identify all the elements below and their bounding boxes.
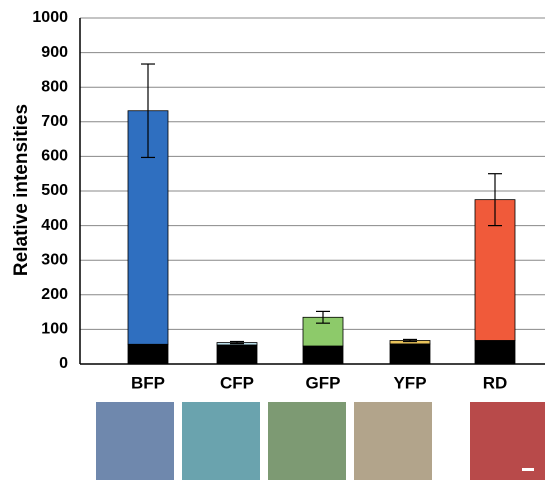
bar-segment xyxy=(475,340,515,364)
image-yfp xyxy=(354,402,432,480)
image-gfp xyxy=(268,402,346,480)
chart: Relative intensities 0 100 200 300 400 500 600… xyxy=(0,0,545,480)
y-tick-label: 100 xyxy=(41,321,68,338)
x-tick-label: YFP xyxy=(393,373,426,392)
y-tick-label: 600 xyxy=(41,148,68,165)
y-tick-label: 900 xyxy=(41,44,68,61)
y-tick-label: 300 xyxy=(41,251,68,268)
y-tick-label: 1000 xyxy=(32,9,68,26)
y-tick-label: 800 xyxy=(41,78,68,95)
image-bfp xyxy=(96,402,174,480)
bar-segment xyxy=(128,344,168,364)
x-tick-label: CFP xyxy=(220,373,254,392)
bar-segment xyxy=(303,346,343,364)
y-tick-label: 500 xyxy=(41,182,68,199)
scale-bar xyxy=(522,468,534,471)
y-axis-label: Relative intensities xyxy=(11,104,32,276)
x-tick-label: BFP xyxy=(131,373,165,392)
bar-segment xyxy=(217,345,257,364)
y-tick-label: 700 xyxy=(41,113,68,130)
y-tick-label: 0 xyxy=(59,355,68,372)
bar-segment xyxy=(390,344,430,364)
cell-images xyxy=(96,402,545,480)
y-tick-label: 200 xyxy=(41,286,68,303)
x-tick-label: GFP xyxy=(306,373,341,392)
y-tick-label: 400 xyxy=(41,217,68,234)
x-tick-label: RD xyxy=(483,373,508,392)
image-cfp xyxy=(182,402,260,480)
